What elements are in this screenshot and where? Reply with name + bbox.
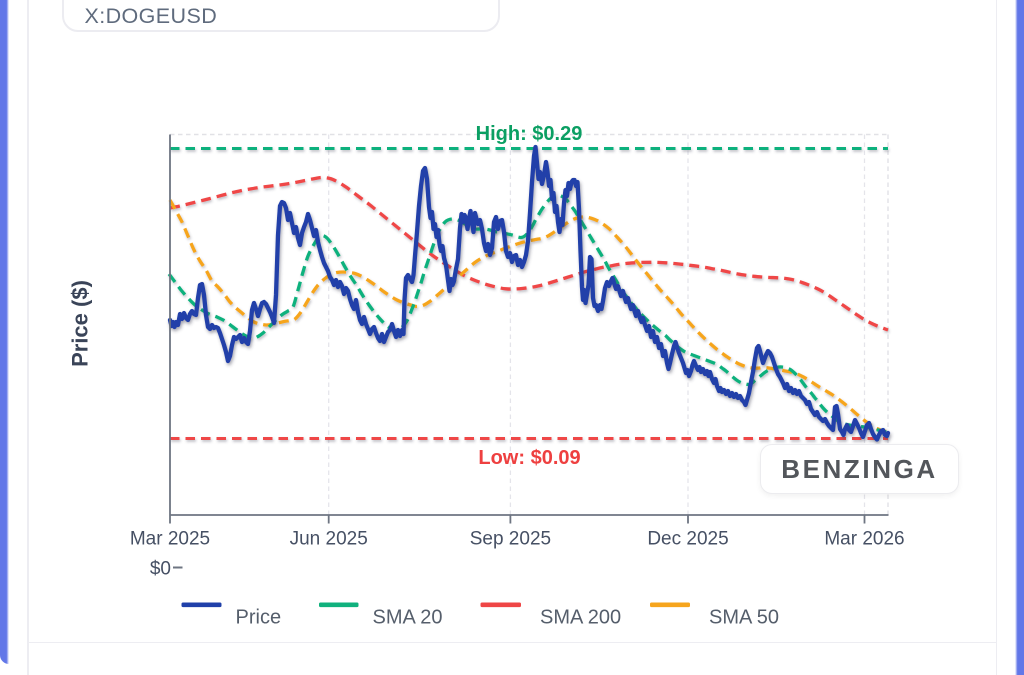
svg-text:Mar 2026: Mar 2026 xyxy=(824,529,904,550)
svg-text:Low: $0.09: Low: $0.09 xyxy=(478,447,580,469)
svg-text:High: $0.29: High: $0.29 xyxy=(476,123,583,145)
svg-text:SMA 20: SMA 20 xyxy=(373,607,443,629)
svg-text:Jun 2025: Jun 2025 xyxy=(290,529,368,550)
svg-text:Sep 2025: Sep 2025 xyxy=(470,529,551,550)
svg-text:Mar 2025: Mar 2025 xyxy=(130,529,210,550)
svg-text:$0: $0 xyxy=(150,559,171,580)
svg-text:SMA 200: SMA 200 xyxy=(540,607,621,629)
svg-text:Dec 2025: Dec 2025 xyxy=(647,529,728,550)
svg-text:SMA 50: SMA 50 xyxy=(709,607,779,629)
svg-text:Price ($): Price ($) xyxy=(68,280,93,367)
svg-text:Price: Price xyxy=(236,607,282,629)
